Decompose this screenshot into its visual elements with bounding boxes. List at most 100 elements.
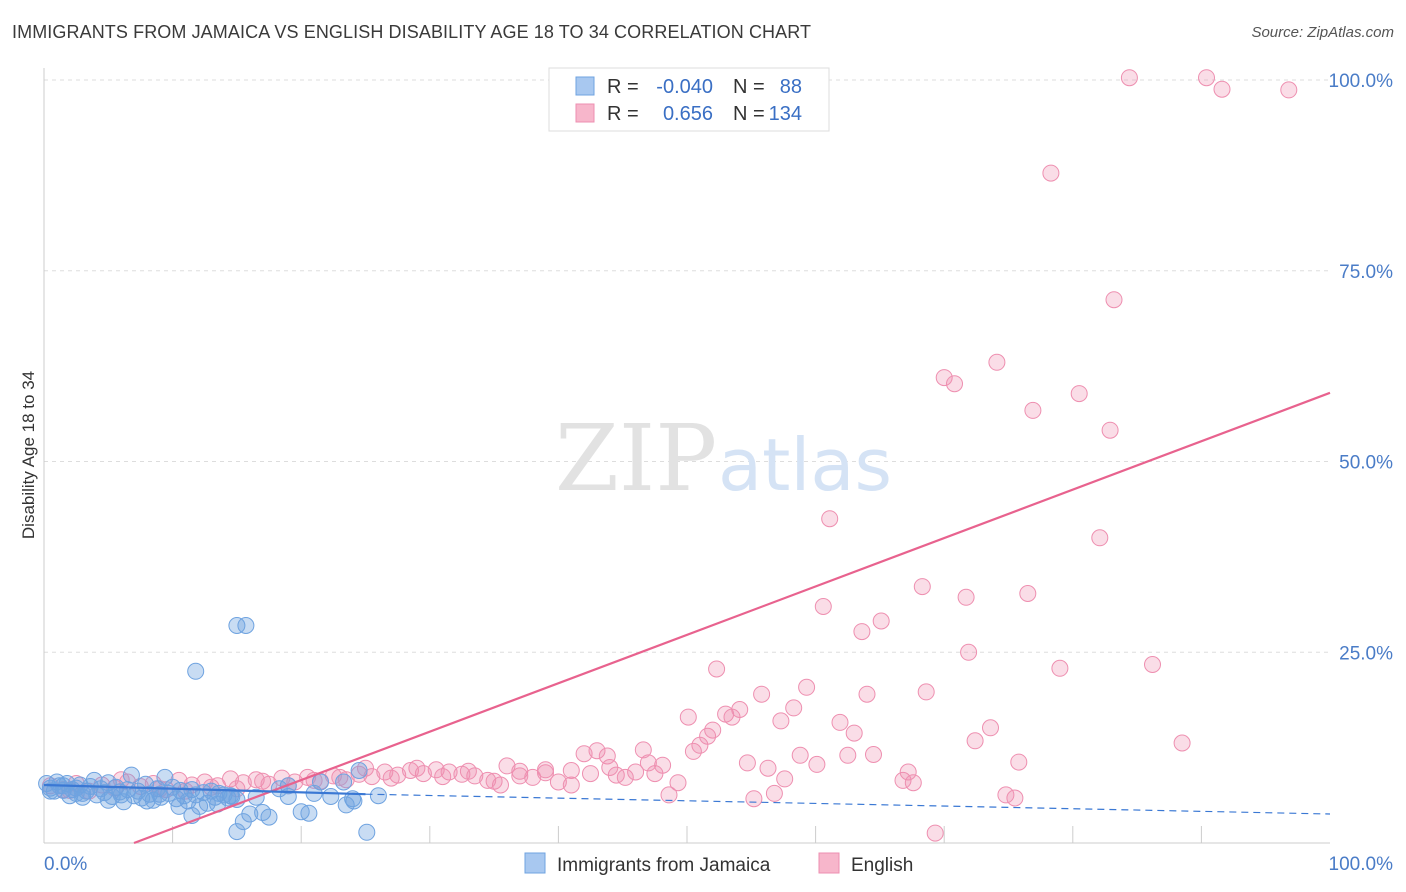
point-english [549, 773, 567, 791]
point-english [222, 770, 239, 788]
point-english [946, 375, 963, 393]
point-jamaica [322, 788, 340, 805]
point-english [831, 713, 849, 731]
point-english [684, 742, 702, 760]
point-english [357, 759, 374, 777]
series-legend-swatch-blue [524, 852, 546, 874]
trend-line-english [133, 391, 1331, 845]
point-english [839, 746, 857, 764]
point-jamaica [312, 773, 329, 791]
point-jamaica [41, 782, 59, 800]
point-english [935, 369, 953, 387]
legend-r-value-1: -0.040 [656, 76, 713, 98]
point-english [808, 755, 826, 773]
point-jamaica [112, 786, 130, 804]
point-english [894, 771, 912, 789]
point-english [337, 771, 355, 789]
point-english [899, 763, 917, 781]
point-english [957, 588, 975, 606]
trend-line-jamaica-dashed [365, 793, 1331, 815]
point-english [247, 771, 265, 789]
point-jamaica [337, 796, 355, 814]
point-english [913, 578, 931, 596]
chart-title: IMMIGRANTS FROM JAMAICA VS ENGLISH DISAB… [12, 22, 812, 42]
y-tick-label: 75.0% [1339, 262, 1393, 283]
point-english [772, 712, 790, 730]
series-legend-label-english: English [851, 855, 913, 876]
point-english [1213, 80, 1231, 98]
point-english [459, 762, 477, 780]
point-english [759, 759, 777, 777]
chart-source: Source: ZipAtlas.com [1251, 24, 1394, 41]
point-english [708, 660, 726, 678]
point-jamaica [369, 787, 387, 805]
point-english [1198, 69, 1215, 87]
point-english [511, 767, 529, 785]
point-english [982, 719, 999, 737]
data-points [38, 69, 1298, 842]
point-english [745, 790, 763, 808]
y-tick-labels: 25.0% 50.0% 75.0% 100.0% [1329, 71, 1394, 664]
point-english [562, 776, 580, 794]
point-english [858, 685, 876, 703]
point-english [865, 746, 882, 763]
point-english [639, 754, 657, 772]
point-english [485, 772, 503, 790]
point-jamaica [254, 804, 272, 821]
y-tick-label: 25.0% [1339, 643, 1393, 664]
point-english [588, 742, 606, 760]
point-english [1006, 789, 1024, 807]
y-tick-label: 100.0% [1329, 71, 1394, 92]
point-english [704, 721, 722, 739]
point-english [776, 770, 794, 788]
gridlines [44, 79, 1330, 653]
point-english [350, 765, 368, 783]
x-tick-label-min: 0.0% [44, 854, 87, 875]
point-english [1144, 656, 1161, 673]
point-english [872, 612, 890, 630]
point-english [798, 678, 816, 696]
point-jamaica [241, 805, 259, 823]
point-english [917, 683, 935, 701]
point-jamaica [358, 823, 376, 841]
point-jamaica [222, 787, 239, 805]
point-jamaica [67, 779, 85, 797]
point-english [765, 784, 783, 802]
point-english [1019, 585, 1037, 602]
point-english [402, 762, 419, 779]
point-jamaica [228, 823, 246, 841]
point-english [427, 761, 445, 779]
legend-r-label-2: R = [607, 103, 639, 125]
point-jamaica [138, 792, 156, 810]
point-english [562, 762, 580, 779]
point-english [382, 769, 400, 787]
point-english [575, 745, 593, 763]
legend-n-value-2: 134 [769, 103, 802, 125]
series-legend: Immigrants from Jamaica English [524, 852, 913, 876]
point-english [1070, 385, 1088, 403]
point-jamaica [99, 791, 117, 809]
point-english [434, 768, 452, 786]
point-english [408, 759, 426, 777]
point-english [660, 786, 678, 804]
legend-n-label-1: N = [733, 76, 765, 98]
point-english [537, 761, 554, 779]
point-english [1105, 291, 1123, 309]
point-english [1010, 753, 1028, 771]
watermark-atlas: atlas [718, 423, 892, 507]
point-english [988, 353, 1006, 371]
point-english [654, 756, 672, 774]
point-english [679, 708, 697, 726]
point-jamaica [85, 771, 103, 789]
point-english [1051, 659, 1069, 677]
point-english [498, 757, 516, 775]
point-english [785, 699, 803, 717]
point-english [738, 754, 756, 772]
point-english [821, 510, 839, 528]
trend-line-jamaica [43, 783, 366, 796]
point-english [814, 598, 832, 615]
point-english [966, 732, 984, 750]
point-english [582, 765, 599, 783]
point-jamaica [228, 617, 246, 634]
point-english [1024, 401, 1042, 419]
